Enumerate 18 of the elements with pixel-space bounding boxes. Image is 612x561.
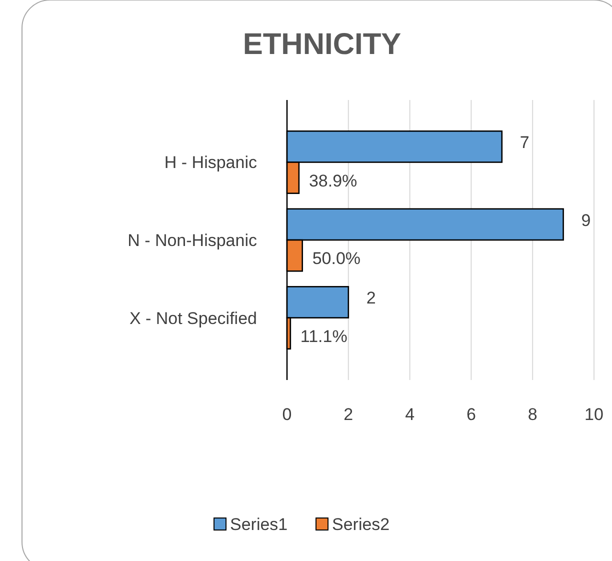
y-tick-label: N - Non-Hispanic [128,231,258,250]
data-label: 2 [366,288,376,308]
x-tick-label: 0 [282,405,292,424]
data-label: 9 [581,210,591,230]
y-tick-label: H - Hispanic [164,153,258,172]
data-label: 38.9% [308,171,358,190]
x-tick-label: 2 [344,405,354,424]
data-label: 7 [520,133,530,152]
legend-label: Series2 [332,515,390,534]
x-tick-label: 10 [584,405,604,424]
y-tick-label: X - Not Specified [129,308,257,328]
x-tick-label: 4 [405,405,415,424]
x-tick-label: 8 [528,405,538,424]
data-label: 50.0% [312,249,361,268]
x-tick-label: 6 [466,405,476,424]
legend-label: Series1 [230,515,288,534]
data-label: 11.1% [300,326,348,346]
chart-title: ETHNICITY [242,28,402,61]
